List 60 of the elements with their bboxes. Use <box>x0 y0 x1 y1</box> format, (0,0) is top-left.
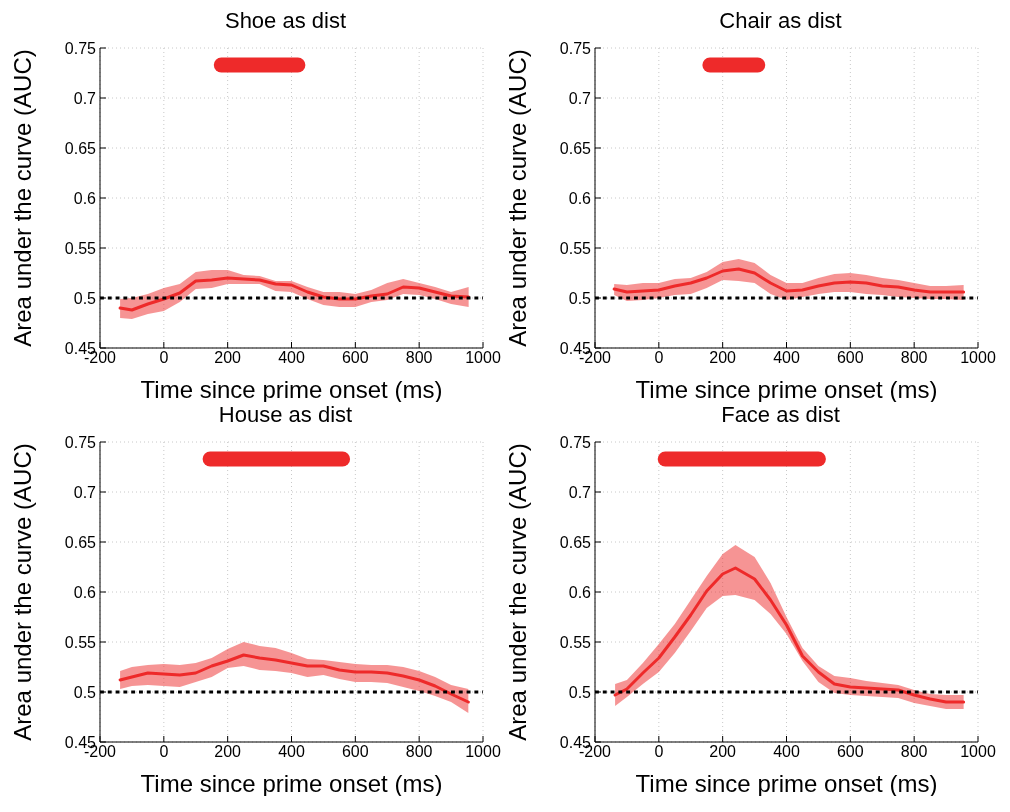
chart-title: House as dist <box>217 402 354 429</box>
x-tick-label: 1000 <box>465 743 501 761</box>
line-series <box>118 276 471 312</box>
y-tick-label: 0.55 <box>64 633 97 651</box>
x-tick-label: 200 <box>709 349 737 367</box>
y-tick-label: 0.7 <box>73 89 97 107</box>
x-tick-label: 200 <box>214 349 242 367</box>
x-tick-label: 200 <box>214 743 242 761</box>
y-tick-label: 0.55 <box>559 633 592 651</box>
chart-title: Shoe as dist <box>223 8 348 35</box>
x-tick-label: 400 <box>278 743 305 761</box>
y-tick-label: 0.7 <box>568 483 592 501</box>
y-tick-label: 0.5 <box>568 289 592 307</box>
y-tick-label: 0.6 <box>568 583 592 601</box>
y-tick-label: 0.6 <box>73 189 97 207</box>
x-tick-label: 400 <box>278 349 305 367</box>
line-series <box>612 267 966 294</box>
x-tick-label: 0 <box>654 349 664 367</box>
x-tick-label: 800 <box>900 349 928 367</box>
y-tick-label: 0.5 <box>73 683 97 701</box>
y-tick-label: 0.7 <box>568 89 592 107</box>
y-tick-label: 0.55 <box>559 239 592 257</box>
x-tick-label: 1000 <box>960 349 996 367</box>
y-tick-label: 0.6 <box>73 583 97 601</box>
chart-title: Face as dist <box>720 402 841 429</box>
y-axis-title: Area under the curve (AUC) <box>503 49 531 347</box>
y-tick-label: 0.6 <box>568 189 592 207</box>
y-tick-label: 0.7 <box>73 483 97 501</box>
line-series <box>118 653 470 704</box>
x-tick-label: 600 <box>341 743 369 761</box>
y-tick-label: 0.75 <box>64 433 97 451</box>
x-tick-label: 800 <box>900 743 928 761</box>
y-tick-label: 0.65 <box>64 139 97 157</box>
y-tick-label: 0.65 <box>559 139 592 157</box>
x-tick-label: 1000 <box>465 349 501 367</box>
y-axis-title: Area under the curve (AUC) <box>8 49 36 347</box>
y-tick-label: 0.55 <box>64 239 97 257</box>
x-tick-label: 800 <box>405 349 433 367</box>
x-tick-label: 0 <box>159 743 169 761</box>
y-tick-label: 0.75 <box>64 39 97 57</box>
y-tick-label: 0.75 <box>559 39 592 57</box>
x-tick-label: 0 <box>159 349 169 367</box>
line-series <box>613 566 966 704</box>
x-tick-label: 400 <box>773 349 800 367</box>
x-tick-label: 600 <box>836 743 864 761</box>
y-tick-label: 0.5 <box>73 289 97 307</box>
x-tick-label: 1000 <box>960 743 996 761</box>
x-tick-label: 0 <box>654 743 664 761</box>
y-tick-label: 0.75 <box>559 433 592 451</box>
x-tick-label: 600 <box>836 349 864 367</box>
y-axis-title: Area under the curve (AUC) <box>8 443 36 741</box>
y-tick-label: 0.65 <box>64 533 97 551</box>
y-axis-title: Area under the curve (AUC) <box>503 443 531 741</box>
x-tick-label: 200 <box>709 743 737 761</box>
y-tick-label: 0.5 <box>568 683 592 701</box>
x-tick-label: 400 <box>773 743 800 761</box>
chart-title: Chair as dist <box>718 8 843 35</box>
y-tick-label: 0.65 <box>559 533 592 551</box>
x-tick-label: 600 <box>341 349 369 367</box>
x-tick-label: 800 <box>405 743 433 761</box>
